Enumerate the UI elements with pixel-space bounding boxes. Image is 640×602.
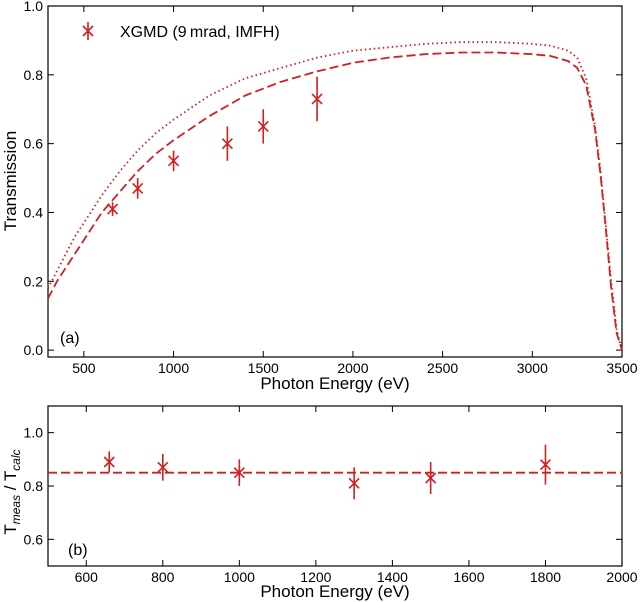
x-tick-label: 500: [72, 360, 96, 376]
x-tick-label: 2000: [606, 569, 637, 585]
panel-a: 500 1000 1500 2000 2500 3000 3500 0.0 0.2 0.4 0.6 0…: [1, 0, 638, 393]
ratio-point: [103, 451, 115, 473]
x-tick-label: 1000: [224, 569, 255, 585]
ylabel-sub-meas: meas: [9, 495, 23, 524]
data-point: [257, 109, 269, 144]
marker-stroke: [221, 138, 233, 150]
y-tick-label: 1.0: [24, 425, 44, 441]
y-tick-label: 0.6: [24, 136, 44, 152]
marker-stroke: [539, 459, 552, 471]
ratio-point: [425, 462, 437, 494]
legend-marker: [82, 22, 94, 40]
panel-b-frame: [47, 405, 623, 567]
marker-stroke: [82, 25, 94, 37]
ylabel-sep: / T: [1, 471, 20, 495]
dashed-curve: [47, 51, 623, 351]
panel-b-ylabel: Tmeas / Tcalc: [1, 449, 23, 534]
ratio-point: [348, 467, 360, 500]
legend-label: XGMD (9 mrad, IMFH): [120, 24, 280, 41]
marker-stroke: [157, 461, 169, 473]
y-tick-label: 0.8: [24, 67, 44, 83]
panel-a-frame: [47, 5, 623, 358]
panel-a-xlabel: Photon Energy (eV): [260, 374, 409, 393]
y-tick-label: 0.8: [24, 478, 44, 494]
ylabel-sub-calc: calc: [9, 449, 23, 470]
ratio-point: [233, 459, 245, 486]
panel-a-points: [107, 76, 323, 216]
data-point: [221, 126, 233, 161]
data-point: [311, 76, 323, 122]
data-point: [167, 150, 180, 172]
marker-stroke: [233, 467, 245, 479]
panel-a-ticks: 500 1000 1500 2000 2500 3000 3500 0.0 0.2 0.4 0.6 0…: [24, 0, 638, 376]
marker-stroke: [348, 477, 360, 489]
data-point: [132, 178, 144, 199]
panel-a-label: (a): [60, 330, 80, 347]
x-tick-label: 800: [151, 569, 175, 585]
x-tick-label: 1800: [530, 569, 561, 585]
ratio-point: [539, 444, 552, 485]
marker-stroke: [103, 456, 115, 468]
panel-b-xlabel: Photon Energy (eV): [260, 582, 409, 601]
dotted-curve: [47, 41, 623, 351]
marker-stroke: [167, 155, 180, 167]
panel-a-curves: [47, 41, 623, 351]
ratio-point: [157, 454, 169, 481]
x-tick-label: 1000: [158, 360, 189, 376]
x-tick-label: 1600: [453, 569, 484, 585]
panel-a-ylabel: Transmission: [1, 131, 20, 231]
x-tick-label: 2500: [427, 360, 458, 376]
x-tick-label: 3500: [606, 360, 637, 376]
x-tick-label: 1400: [377, 569, 408, 585]
y-tick-label: 1.0: [24, 0, 44, 14]
x-tick-label: 2000: [337, 360, 368, 376]
panel-b-points: [103, 444, 552, 500]
legend: XGMD (9 mrad, IMFH): [82, 22, 280, 41]
panel-b-ticks: 600 800 1000 1200 1400 1600 1800 2000 0.6 0.8 1.0: [24, 406, 638, 585]
x-tick-label: 1200: [300, 569, 331, 585]
panel-b: 600 800 1000 1200 1400 1600 1800 20000.60.81.0 …: [1, 405, 638, 601]
y-tick-label: 0.4: [24, 204, 44, 220]
data-point: [107, 202, 119, 216]
x-tick-label: 1500: [248, 360, 279, 376]
y-tick-label: 0.0: [24, 342, 44, 358]
marker-stroke: [107, 203, 119, 215]
marker-stroke: [132, 182, 144, 194]
legend-marker-symbol: [82, 22, 94, 40]
panel-b-label: (b): [68, 542, 88, 559]
marker-stroke: [311, 93, 323, 105]
ylabel-base-meas: T: [1, 524, 20, 534]
x-tick-label: 3000: [517, 360, 548, 376]
y-tick-label: 0.6: [24, 531, 44, 547]
marker-stroke: [425, 472, 437, 484]
marker-stroke: [257, 120, 269, 133]
y-tick-label: 0.2: [24, 273, 44, 289]
x-tick-label: 600: [75, 569, 99, 585]
